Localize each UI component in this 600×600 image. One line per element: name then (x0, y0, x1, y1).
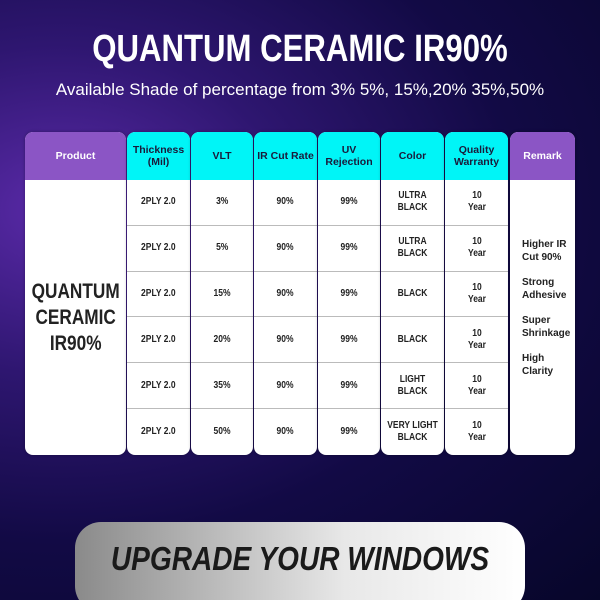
cell-text: 10 Year (467, 373, 486, 397)
vlt-column: VLT 3% 5% 15% 20% 35% 50% (191, 132, 253, 455)
product-column: Product QUANTUM CERAMIC IR90% (25, 132, 126, 455)
cell-text: 50% (213, 425, 231, 437)
cell-text: LIGHT BLACK (397, 373, 428, 397)
cell-text: ULTRA BLACK (397, 236, 428, 260)
table-cell-warranty: 10 Year (445, 180, 508, 226)
table-cell-color: ULTRA BLACK (381, 180, 444, 226)
color-column: Color ULTRA BLACK ULTRA BLACK BLACK BLACK LIG… (381, 132, 444, 455)
cell-text: 10 Year (467, 281, 486, 305)
product-name: QUANTUM CERAMIC IR90% (31, 279, 120, 355)
header-uv: UV Rejection (318, 132, 380, 180)
table-cell-ir: 90% (254, 409, 317, 455)
cell-text: 10 Year (467, 327, 486, 351)
table-cell-color: BLACK (381, 317, 444, 364)
table-cell-warranty: 10 Year (445, 317, 508, 364)
cell-text: 99% (340, 379, 358, 391)
cell-text: 5% (215, 242, 229, 254)
table-cell-thickness: 2PLY 2.0 (127, 363, 190, 409)
table-cell-vlt: 20% (191, 317, 253, 364)
table-cell-color: BLACK (381, 272, 444, 318)
warranty-column: Quality Warranty 10 Year 10 Year 10 Year 10 … (445, 132, 508, 455)
table-cell-uv: 99% (318, 317, 380, 364)
table-cell-vlt: 3% (191, 180, 253, 226)
table-cell-vlt: 50% (191, 409, 253, 455)
table-cell-color: LIGHT BLACK (381, 363, 444, 409)
cell-text: 2PLY 2.0 (141, 287, 176, 299)
cell-text: BLACK (397, 333, 428, 345)
cell-text: 90% (276, 196, 294, 208)
header-product: Product (25, 132, 126, 180)
cell-text: 99% (340, 242, 358, 254)
remark-item: Higher IR Cut 90% (522, 239, 567, 263)
table-cell-thickness: 2PLY 2.0 (127, 272, 190, 318)
table-cell-uv: 99% (318, 363, 380, 409)
header-remark: Remark (510, 132, 575, 180)
cell-text: 2PLY 2.0 (141, 242, 176, 254)
cell-text: 20% (213, 333, 231, 345)
cell-text: 10 Year (467, 236, 486, 260)
upgrade-banner: UPGRADE YOUR WINDOWS (75, 522, 525, 600)
table-cell-thickness: 2PLY 2.0 (127, 180, 190, 226)
table-cell-uv: 99% (318, 180, 380, 226)
uv-column: UV Rejection 99% 99% 99% 99% 99% 99% (318, 132, 380, 455)
table-cell-warranty: 10 Year (445, 272, 508, 318)
cell-text: 3% (215, 196, 229, 208)
table-cell-vlt: 15% (191, 272, 253, 318)
table-cell-color: VERY LIGHT BLACK (381, 409, 444, 455)
header-warranty: Quality Warranty (445, 132, 508, 180)
cell-text: VERY LIGHT BLACK (387, 419, 438, 443)
cell-text: 99% (340, 196, 358, 208)
page-title: QUANTUM CERAMIC IR90% (92, 28, 508, 70)
header-ir: IR Cut Rate (254, 132, 317, 180)
table-cell-uv: 99% (318, 226, 380, 272)
table-cell-uv: 99% (318, 272, 380, 318)
table-cell-warranty: 10 Year (445, 409, 508, 455)
cell-text: 99% (340, 287, 358, 299)
table-cell-ir: 90% (254, 317, 317, 364)
table-cell-thickness: 2PLY 2.0 (127, 317, 190, 364)
subtitle: Available Shade of percentage from 3% 5%… (55, 80, 545, 99)
banner-text: UPGRADE YOUR WINDOWS (110, 540, 490, 577)
remarks-list: Higher IR Cut 90% Strong Adhesive Super … (510, 180, 575, 378)
remark-item: Super Shrinkage (522, 315, 571, 339)
header-thickness: Thickness (Mil) (127, 132, 190, 180)
cell-text: 10 Year (467, 190, 486, 214)
table-cell-ir: 90% (254, 180, 317, 226)
table-cell-warranty: 10 Year (445, 226, 508, 272)
table-cell-warranty: 10 Year (445, 363, 508, 409)
table-cell-vlt: 5% (191, 226, 253, 272)
cell-text: 2PLY 2.0 (141, 379, 176, 391)
header-vlt: VLT (191, 132, 253, 180)
table-cell-vlt: 35% (191, 363, 253, 409)
cell-text: 90% (276, 242, 294, 254)
cell-text: 15% (213, 287, 231, 299)
cell-text: ULTRA BLACK (397, 190, 428, 214)
table-cell-thickness: 2PLY 2.0 (127, 226, 190, 272)
cell-text: 90% (276, 379, 294, 391)
table-cell-thickness: 2PLY 2.0 (127, 409, 190, 455)
cell-text: 90% (276, 333, 294, 345)
cell-text: 90% (276, 287, 294, 299)
cell-text: 99% (340, 333, 358, 345)
cell-text: BLACK (397, 287, 428, 299)
cell-text: 2PLY 2.0 (141, 425, 176, 437)
thickness-column: Thickness (Mil) 2PLY 2.0 2PLY 2.0 2PLY 2.0 2… (127, 132, 190, 455)
cell-text: 35% (213, 379, 231, 391)
table-cell-uv: 99% (318, 409, 380, 455)
cell-text: 90% (276, 425, 294, 437)
table-cell-ir: 90% (254, 363, 317, 409)
header-color: Color (381, 132, 444, 180)
remark-item: Strong Adhesive (522, 277, 567, 301)
table-cell-color: ULTRA BLACK (381, 226, 444, 272)
remark-item: High Clarity (522, 353, 554, 377)
table-cell-ir: 90% (254, 226, 317, 272)
remark-column: Remark Higher IR Cut 90% Strong Adhesive… (510, 132, 575, 455)
ir-column: IR Cut Rate 90% 90% 90% 90% 90% 90% (254, 132, 317, 455)
cell-text: 2PLY 2.0 (141, 196, 176, 208)
cell-text: 10 Year (467, 419, 486, 443)
cell-text: 99% (340, 425, 358, 437)
cell-text: 2PLY 2.0 (141, 333, 176, 345)
table-cell-ir: 90% (254, 272, 317, 318)
